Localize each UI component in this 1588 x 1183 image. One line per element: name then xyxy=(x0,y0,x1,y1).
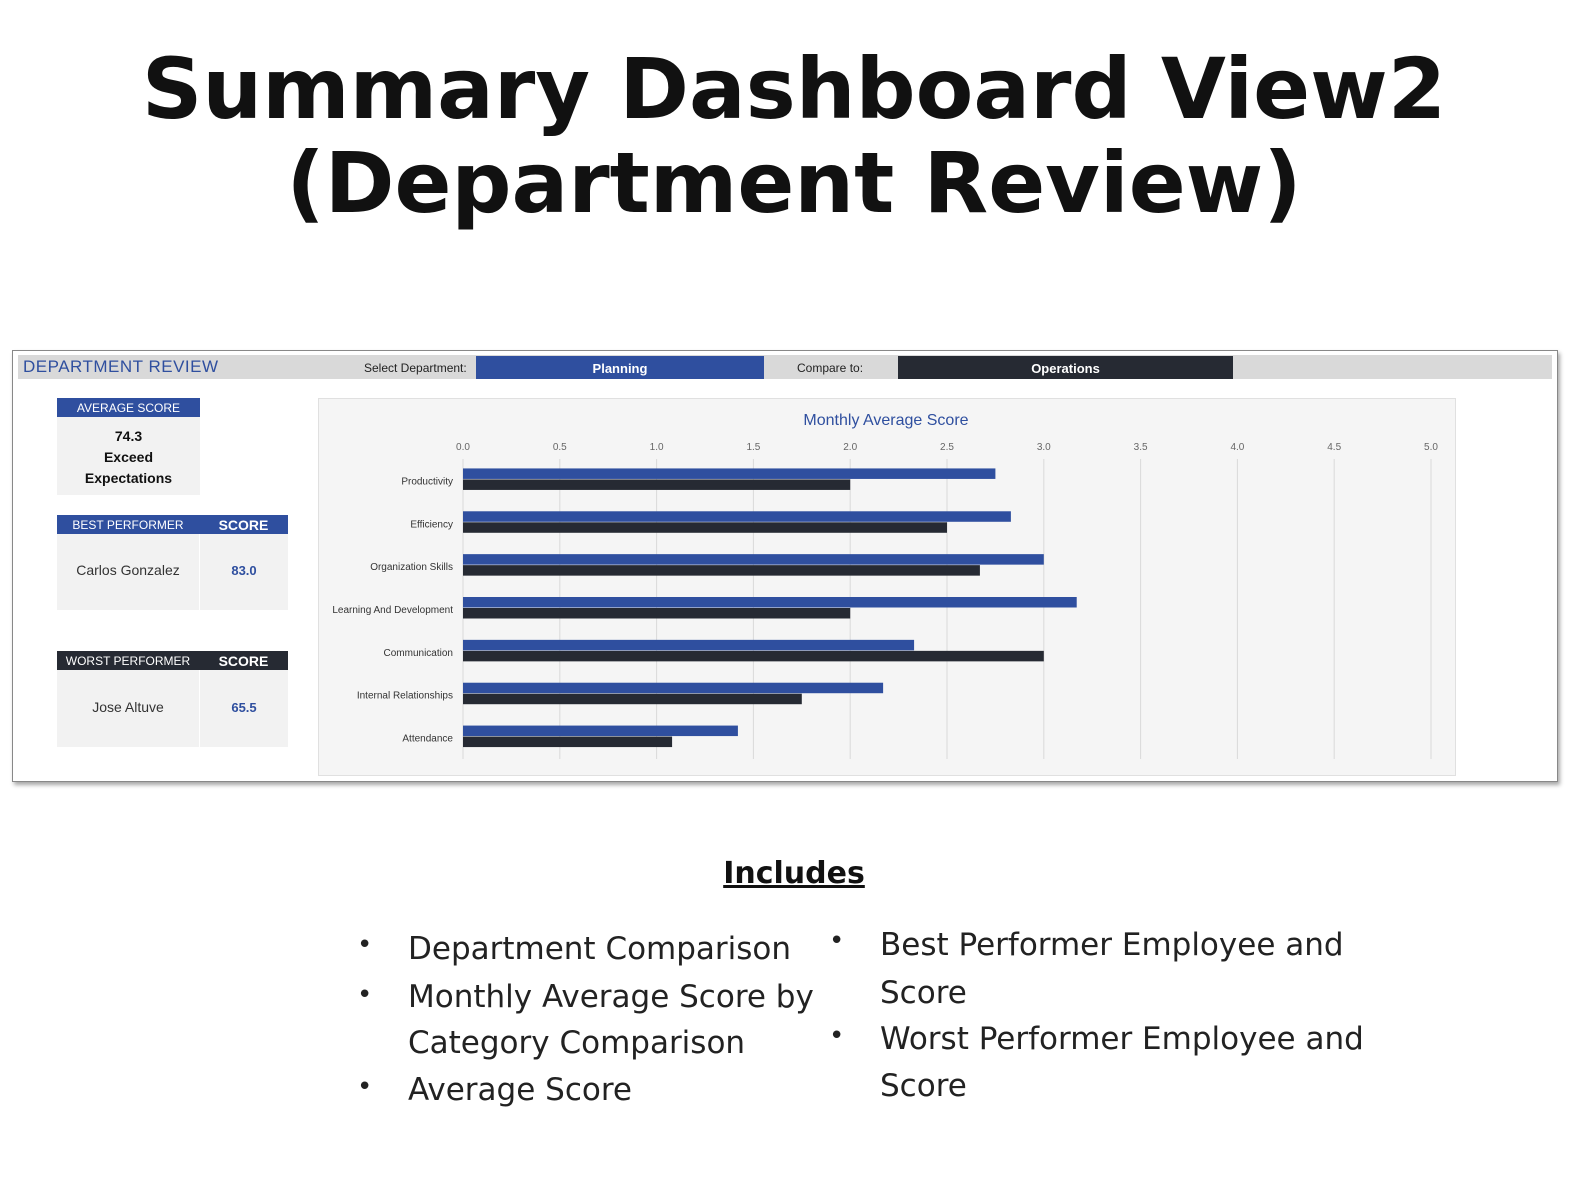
bullet-dot: • xyxy=(357,1072,373,1102)
department-review-dashboard: DEPARTMENT REVIEW Select Department: Pla… xyxy=(12,350,1558,782)
x-tick-label: 2.0 xyxy=(843,442,857,453)
average-score-value: 74.3 xyxy=(114,428,143,444)
best-performer-name: Carlos Gonzalez xyxy=(76,562,180,578)
include-item-best-performer-line-2: Score xyxy=(880,975,967,1011)
bullet-dot: • xyxy=(829,1021,845,1051)
x-tick-label: 1.5 xyxy=(746,442,760,453)
worst-performer-name: Jose Altuve xyxy=(92,699,164,715)
bullet-dot: • xyxy=(357,930,373,960)
include-item-worst-performer-line-2: Score xyxy=(880,1068,967,1104)
include-item-worst-performer-line-1: Worst Performer Employee and xyxy=(880,1021,1364,1057)
includes-heading: Includes xyxy=(0,856,1588,891)
bar-selected xyxy=(463,597,1077,608)
category-label: Organization Skills xyxy=(370,562,453,573)
category-label: Internal Relationships xyxy=(357,691,453,702)
select-department-label: Select Department: xyxy=(364,361,467,375)
category-label: Attendance xyxy=(402,734,453,745)
bar-selected xyxy=(463,468,996,479)
bar-selected xyxy=(463,554,1044,565)
bullet-dot: • xyxy=(357,980,373,1010)
x-tick-label: 4.5 xyxy=(1327,442,1341,453)
include-item-average-score: Average Score xyxy=(408,1072,632,1108)
worst-performer-score-cell: 65.5 xyxy=(200,670,288,747)
category-label: Communication xyxy=(384,648,453,659)
monthly-average-score-chart: Monthly Average Score 0.0 0.5 1.0 1.5 2.0 2.5 3… xyxy=(332,412,1438,759)
bar-selected xyxy=(463,639,915,651)
includes-title: Includes xyxy=(723,856,865,891)
worst-score-label: SCORE xyxy=(218,653,269,669)
headline-line-2: (Department Review) xyxy=(286,134,1302,232)
include-item-best-performer-line-1: Best Performer Employee and xyxy=(880,927,1344,963)
best-score-label: SCORE xyxy=(218,517,269,533)
headline-line-1: Summary Dashboard View2 xyxy=(141,40,1447,138)
compare-to-label: Compare to: xyxy=(797,361,864,375)
best-performer-name-cell: Carlos Gonzalez xyxy=(57,534,199,610)
worst-performer-name-cell: Jose Altuve xyxy=(57,670,199,747)
include-item-department-comparison: Department Comparison xyxy=(408,931,792,967)
best-performer-label: BEST PERFORMER xyxy=(72,518,184,532)
bar-compare xyxy=(463,479,851,490)
average-score-rating-line-2: Expectations xyxy=(84,470,173,486)
dashboard-header-bar: DEPARTMENT REVIEW Select Department: Pla… xyxy=(18,355,1552,379)
bar-compare xyxy=(463,565,980,576)
bar-selected xyxy=(463,682,884,694)
bar-compare xyxy=(463,650,1044,662)
category-label: Productivity xyxy=(401,476,453,487)
x-tick-label: 0.5 xyxy=(553,442,567,453)
x-tick-label: 1.0 xyxy=(650,442,664,453)
x-tick-label: 4.0 xyxy=(1230,442,1244,453)
x-tick-label: 3.5 xyxy=(1134,442,1148,453)
best-performer-score: 83.0 xyxy=(231,563,257,578)
bar-compare xyxy=(463,693,802,705)
bar-selected xyxy=(463,725,738,737)
x-tick-label: 2.5 xyxy=(940,442,954,453)
category-label: Efficiency xyxy=(410,519,453,530)
x-tick-label: 5.0 xyxy=(1424,442,1438,453)
dashboard-title: DEPARTMENT REVIEW xyxy=(23,357,219,376)
category-label: Learning And Development xyxy=(332,605,453,616)
chart-title: Monthly Average Score xyxy=(803,412,968,429)
x-tick-label: 3.0 xyxy=(1037,442,1051,453)
select-department-dropdown[interactable]: Planning xyxy=(476,356,764,379)
average-score-header: AVERAGE SCORE xyxy=(57,398,200,417)
bar-compare xyxy=(463,608,851,619)
page-headline: Summary Dashboard View2 (Department Revi… xyxy=(0,42,1588,230)
average-score-card: 74.3 Exceed Expectations xyxy=(57,417,200,495)
chart-panel: Monthly Average Score 0.0 0.5 1.0 1.5 2.0 2.5 3… xyxy=(318,398,1456,776)
worst-performer-label: WORST PERFORMER xyxy=(65,654,191,668)
best-performer-header: BEST PERFORMER SCORE xyxy=(57,515,288,534)
include-item-monthly-average-line-2: Category Comparison xyxy=(408,1025,746,1061)
include-item-monthly-average-line-1: Monthly Average Score by xyxy=(408,979,814,1015)
bar-selected xyxy=(463,511,1011,522)
x-tick-label: 0.0 xyxy=(456,442,470,453)
best-performer-score-cell: 83.0 xyxy=(200,534,288,610)
worst-performer-score: 65.5 xyxy=(231,700,257,715)
bar-compare xyxy=(463,736,673,748)
average-score-rating-line-1: Exceed xyxy=(103,449,154,465)
bullet-dot: • xyxy=(829,926,845,956)
compare-to-dropdown[interactable]: Operations xyxy=(898,356,1233,379)
bar-compare xyxy=(463,522,947,533)
worst-performer-header: WORST PERFORMER SCORE xyxy=(57,651,288,670)
